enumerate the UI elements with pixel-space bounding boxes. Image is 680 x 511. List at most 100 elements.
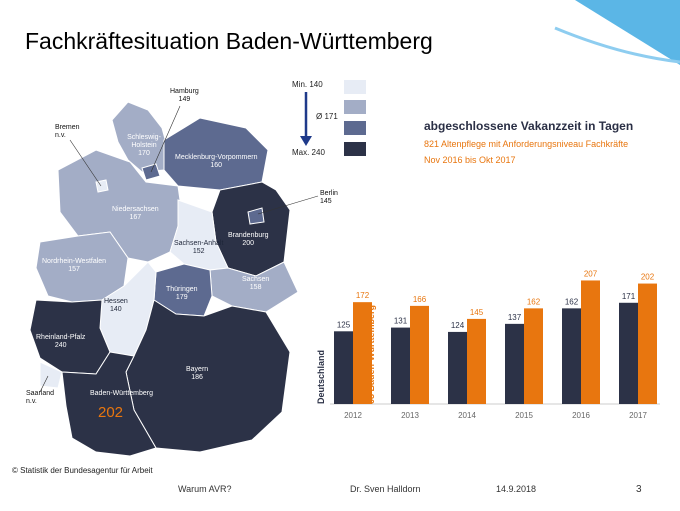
label-mecklenburg-vorpommern-value: 160 (210, 162, 223, 169)
berlin-leader-line (257, 195, 319, 215)
label-sachsen-value: 158 (249, 284, 262, 291)
legend-swatch-1 (344, 80, 366, 94)
source-note: © Statistik der Bundesagentur für Arbeit (12, 466, 153, 475)
legend-avg: Ø 171 (316, 112, 338, 121)
saarland-leader-line (39, 375, 49, 393)
label-baden-wuerttemberg: Baden-Württemberg (90, 390, 153, 398)
label-nordrhein-westfalen-name: Nordrhein-Westfalen (42, 258, 107, 265)
bar-baden-wuerttemberg-2017 (638, 283, 657, 404)
chart-subtitle-line2: Nov 2016 bis Okt 2017 (424, 155, 516, 165)
category-label-2014: 2014 (458, 411, 476, 420)
bar-deutschland-2015 (505, 323, 524, 404)
state-baden-wuerttemberg (61, 351, 157, 457)
bremen-leader-line (69, 139, 102, 187)
label-bremen-value: n.v. (55, 132, 66, 139)
legend-arrow-head (300, 136, 312, 146)
label-nordrhein-westfalen-value: 157 (68, 266, 80, 273)
label-rheinland-pfalz: Rheinland-Pfalz 240 (36, 334, 85, 350)
legend-swatch-3 (344, 121, 366, 135)
label-bremen: Bremen n.v. (55, 124, 80, 140)
label-saarland-name: Saarland (26, 390, 55, 397)
value-label-baden-wuerttemberg-2013: 166 (413, 295, 427, 304)
label-thueringen-value: 179 (175, 294, 188, 301)
label-brandenburg-name: Brandenburg (228, 232, 269, 239)
chart-subtitle-line1: 821 Altenpflege mit Anforderungsniveau F… (424, 139, 629, 149)
footer-center: Dr. Sven Halldorn (350, 484, 421, 494)
corner-swoosh-line (554, 26, 680, 64)
bw-highlight-value: 202 (98, 404, 124, 421)
value-label-deutschland-2015: 137 (508, 313, 522, 322)
label-baden-wuerttemberg-name: Baden-Württemberg (90, 390, 154, 397)
bar-deutschland-2014 (448, 331, 467, 404)
value-label-deutschland-2017: 171 (622, 292, 636, 301)
label-schleswig-holstein-value: 170 (138, 150, 150, 157)
label-berlin-name: Berlin (320, 190, 338, 197)
value-label-deutschland-2016: 162 (565, 297, 579, 306)
label-sachsen-anhalt-value: 152 (192, 248, 205, 255)
category-label-2015: 2015 (515, 411, 533, 420)
value-label-deutschland-2013: 131 (394, 317, 408, 326)
legend-max: Max. 240 (292, 148, 325, 157)
label-brandenburg-value: 200 (242, 240, 255, 247)
value-label-baden-wuerttemberg-2017: 202 (641, 273, 655, 282)
category-label-2013: 2013 (401, 411, 419, 420)
bar-baden-wuerttemberg-2016 (581, 280, 600, 404)
label-brandenburg: Brandenburg 200 (228, 232, 268, 248)
legend-swatch-4 (344, 142, 366, 156)
slide-title: Fachkräftesituation Baden-Württemberg (25, 28, 433, 54)
label-thueringen: Thüringen 179 (166, 286, 198, 302)
label-sachsen-name: Sachsen (242, 276, 270, 283)
label-berlin-value: 145 (320, 198, 332, 205)
label-mecklenburg-vorpommern: Mecklenburg-Vorpommern 160 (175, 154, 257, 170)
bar-baden-wuerttemberg-2012 (353, 302, 372, 404)
category-label-2012: 2012 (344, 411, 362, 420)
label-hessen-value: 140 (110, 306, 122, 313)
footer-page: 3 (636, 484, 642, 495)
label-sachsen-anhalt-name: Sachsen-Anhalt (174, 240, 224, 247)
legend-deutschland: Deutschland (316, 350, 326, 404)
category-label-2017: 2017 (629, 411, 647, 420)
label-mecklenburg-vorpommern-name: Mecklenburg-Vorpommern (175, 154, 258, 161)
bar-deutschland-2013 (391, 327, 410, 404)
label-bayern-value: 186 (191, 374, 203, 381)
label-bremen-name: Bremen (55, 124, 80, 131)
bar-deutschland-2016 (562, 308, 581, 404)
bar-baden-wuerttemberg-2013 (410, 305, 429, 404)
label-schleswig-holstein-name: Schleswig-Holstein (127, 134, 161, 149)
bar-deutschland-2017 (619, 302, 638, 404)
footer-date: 14.9.2018 (496, 484, 537, 494)
bar-baden-wuerttemberg-2014 (467, 318, 486, 404)
label-hamburg: Hamburg 149 (170, 88, 199, 104)
value-label-baden-wuerttemberg-2014: 145 (470, 308, 484, 317)
label-nordrhein-westfalen: Nordrhein-Westfalen 157 (42, 258, 106, 274)
label-saarland-value: n.v. (26, 398, 37, 405)
label-rheinland-pfalz-name: Rheinland-Pfalz (36, 334, 86, 341)
label-rheinland-pfalz-value: 240 (54, 342, 67, 349)
value-label-deutschland-2012: 125 (337, 320, 351, 329)
value-label-deutschland-2014: 124 (451, 321, 465, 330)
label-sachsen: Sachsen 158 (242, 276, 269, 292)
corner-swoosh-shape (575, 0, 680, 65)
value-label-baden-wuerttemberg-2015: 162 (527, 297, 541, 306)
label-hessen-name: Hessen (104, 298, 128, 305)
bar-deutschland-2012 (334, 331, 353, 404)
value-label-baden-wuerttemberg-2012: 172 (356, 291, 370, 300)
label-hessen: Hessen 140 (104, 298, 128, 314)
category-label-2016: 2016 (572, 411, 590, 420)
label-niedersachsen: Niedersachsen 167 (112, 206, 159, 222)
label-sachsen-anhalt: Sachsen-Anhalt 152 (174, 240, 223, 256)
label-niedersachsen-value: 167 (129, 214, 142, 221)
label-saarland: Saarland n.v. (26, 390, 54, 406)
legend-swatch-2 (344, 100, 366, 114)
footer-left: Warum AVR? (178, 484, 232, 494)
chart-title: abgeschlossene Vakanzzeit in Tagen (424, 119, 634, 133)
state-berlin (247, 207, 265, 225)
label-bayern: Bayern 186 (186, 366, 208, 382)
legend-min: Min. 140 (292, 80, 323, 89)
label-schleswig-holstein: Schleswig-Holstein 170 (120, 134, 168, 158)
label-niedersachsen-name: Niedersachsen (112, 206, 159, 213)
label-hamburg-name: Hamburg (170, 88, 199, 95)
